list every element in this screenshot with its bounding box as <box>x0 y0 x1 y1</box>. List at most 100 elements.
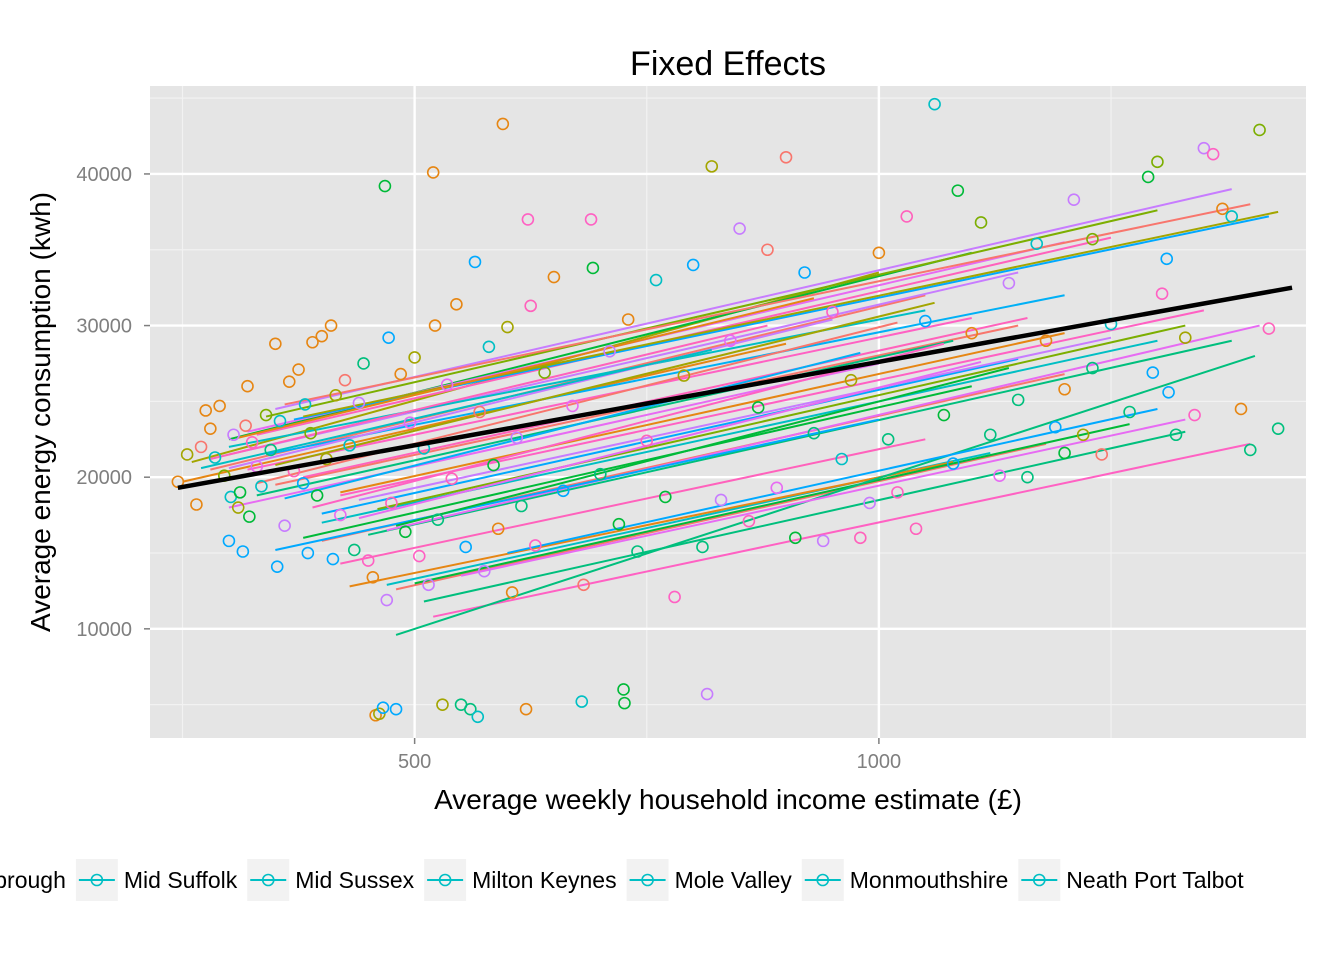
data-point <box>1234 402 1248 416</box>
group-fit-line <box>460 418 1186 577</box>
data-point <box>361 554 375 567</box>
data-point <box>270 560 284 573</box>
data-point <box>190 498 203 511</box>
data-point <box>233 486 247 499</box>
data-point <box>1058 382 1071 396</box>
data-point <box>575 695 589 708</box>
data-point <box>686 258 700 272</box>
group-fit-line <box>358 360 982 520</box>
group-fit-line <box>200 348 712 470</box>
data-point <box>194 440 208 454</box>
data-point <box>1021 470 1034 484</box>
data-point <box>1262 322 1276 335</box>
data-point <box>751 401 765 414</box>
data-point <box>343 439 356 452</box>
data-point <box>273 414 287 428</box>
data-point <box>373 707 386 721</box>
data-point <box>881 432 895 446</box>
group-fit-line <box>367 339 1232 536</box>
data-point <box>826 305 839 319</box>
data-point <box>724 334 737 348</box>
data-point <box>538 366 551 379</box>
y-tick-label: 30000 <box>76 316 132 338</box>
group-fit-line <box>237 297 815 439</box>
data-point <box>403 416 417 429</box>
overall-fit-line <box>177 285 1293 491</box>
data-point <box>399 525 412 539</box>
data-point <box>213 399 226 413</box>
data-point <box>696 540 709 554</box>
group-fit-line <box>432 442 1251 618</box>
data-point <box>1151 155 1164 169</box>
data-point <box>269 337 282 351</box>
data-point <box>733 222 746 235</box>
data-point <box>315 329 329 343</box>
data-point <box>1086 361 1099 375</box>
data-point <box>974 216 988 229</box>
data-point <box>208 451 222 464</box>
data-point <box>255 479 268 493</box>
legend-label: Monmouthshire <box>850 867 1009 893</box>
data-point <box>854 531 867 545</box>
data-point <box>292 363 305 376</box>
data-point <box>227 428 240 442</box>
data-point <box>659 490 672 504</box>
data-point <box>394 367 407 381</box>
data-point <box>1030 237 1044 250</box>
data-point <box>603 345 616 358</box>
group-fit-line <box>302 385 972 539</box>
data-point <box>473 405 486 419</box>
data-point <box>1188 408 1201 422</box>
legend-label: Neath Port Talbot <box>1066 867 1244 893</box>
data-point <box>1169 428 1183 442</box>
data-point <box>631 545 644 558</box>
data-point <box>338 373 352 387</box>
data-point <box>329 389 343 402</box>
data-point <box>282 375 296 388</box>
data-point <box>477 564 491 578</box>
data-points <box>171 97 1285 724</box>
data-point <box>204 422 217 435</box>
data-point <box>471 710 485 724</box>
data-point <box>389 702 403 716</box>
group-fit-line <box>358 336 1112 501</box>
data-point <box>376 701 390 714</box>
data-point <box>577 578 590 592</box>
data-point <box>1162 385 1175 399</box>
legend: Middlesbrough Mid Suffolk Mid Sussex Milton… <box>0 859 1244 901</box>
data-point <box>1086 232 1099 246</box>
data-point <box>180 448 194 461</box>
data-point <box>431 513 445 526</box>
group-fit-line <box>386 324 1260 532</box>
data-point <box>872 246 886 260</box>
data-point <box>482 340 496 354</box>
data-point <box>496 117 510 131</box>
group-fit-line <box>284 351 861 500</box>
overall-fit-line-group <box>177 285 1293 491</box>
data-point <box>1095 448 1109 461</box>
data-point <box>779 150 793 164</box>
data-point <box>612 517 626 531</box>
data-point <box>515 499 528 513</box>
data-point <box>1206 147 1220 161</box>
group-fit-line <box>395 354 1256 636</box>
legend-key-point <box>641 873 654 887</box>
data-point <box>556 484 570 498</box>
data-point <box>1155 287 1169 301</box>
group-fit-line <box>377 324 1186 511</box>
data-point <box>1216 202 1229 216</box>
data-point <box>1058 446 1071 460</box>
data-point <box>239 419 252 432</box>
data-point <box>450 298 463 311</box>
group-fit-line <box>414 423 1130 585</box>
group-fit-line <box>302 317 1028 479</box>
group-fit-line <box>275 418 880 551</box>
data-point <box>816 534 830 548</box>
data-point <box>1178 331 1192 345</box>
data-point <box>385 496 398 510</box>
data-point <box>459 540 472 554</box>
data-point <box>1123 405 1136 419</box>
data-point <box>519 702 533 716</box>
data-point <box>909 522 923 536</box>
